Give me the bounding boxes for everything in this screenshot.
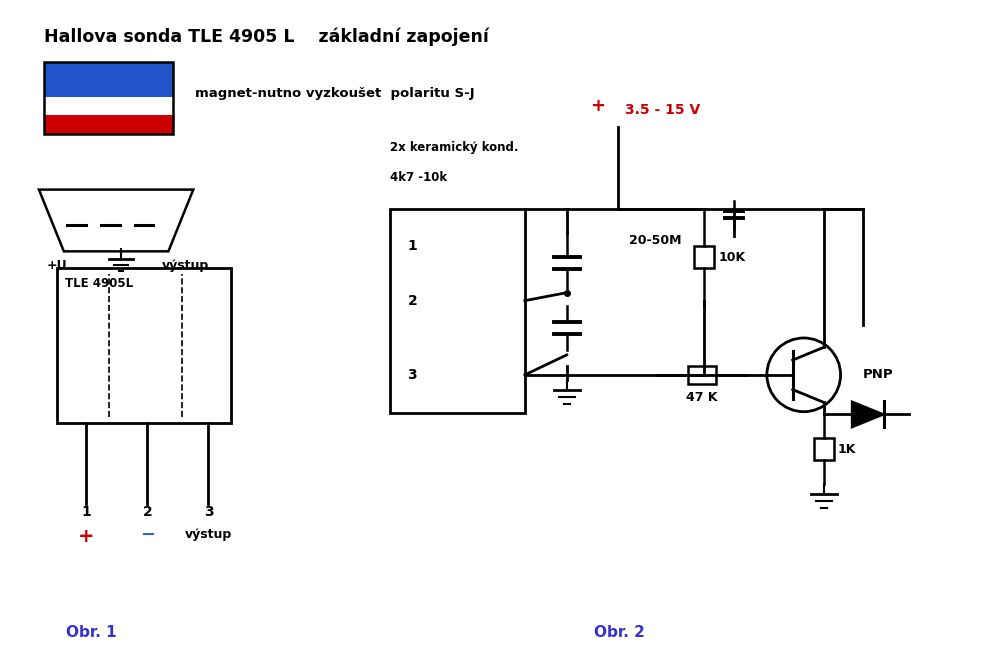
- Bar: [44, 62, 173, 134]
- Text: Hallova sonda TLE 4905 L    základní zapojení: Hallova sonda TLE 4905 L základní zapoje…: [44, 27, 489, 46]
- Bar: [44, 62, 173, 97]
- Text: PNP: PNP: [862, 368, 893, 381]
- Text: 1: 1: [407, 239, 417, 253]
- Text: 2: 2: [143, 505, 152, 519]
- Text: 20-50M: 20-50M: [629, 234, 682, 247]
- Text: 3: 3: [408, 368, 417, 382]
- Text: 3.5 - 15 V: 3.5 - 15 V: [625, 103, 701, 117]
- Bar: [57, 269, 231, 423]
- Text: +U: +U: [47, 259, 67, 273]
- Bar: [390, 208, 525, 413]
- Text: Obr. 2: Obr. 2: [594, 625, 645, 640]
- Text: +: +: [78, 527, 95, 546]
- Text: −: −: [140, 526, 155, 544]
- Text: výstup: výstup: [162, 259, 209, 273]
- Text: 1: 1: [82, 505, 91, 519]
- Text: magnet-nutno vyzkoušet  polaritu S-J: magnet-nutno vyzkoušet polaritu S-J: [195, 87, 475, 100]
- Bar: [814, 438, 834, 460]
- Text: TLE 4905L: TLE 4905L: [65, 277, 133, 290]
- Text: 2: 2: [407, 294, 417, 308]
- Text: 47 K: 47 K: [686, 391, 718, 403]
- Text: 10K: 10K: [718, 250, 745, 264]
- Text: Obr. 1: Obr. 1: [66, 625, 117, 640]
- Bar: [688, 366, 716, 384]
- Bar: [44, 97, 173, 115]
- Bar: [44, 115, 173, 134]
- Text: výstup: výstup: [185, 528, 232, 541]
- Polygon shape: [39, 190, 193, 251]
- Text: 1K: 1K: [838, 443, 856, 456]
- Text: 4k7 -10k: 4k7 -10k: [390, 170, 448, 184]
- Bar: [694, 246, 714, 268]
- Polygon shape: [852, 401, 884, 428]
- Text: 2x keramický kond.: 2x keramický kond.: [390, 141, 519, 154]
- Text: 3: 3: [204, 505, 213, 519]
- Text: +: +: [590, 97, 605, 115]
